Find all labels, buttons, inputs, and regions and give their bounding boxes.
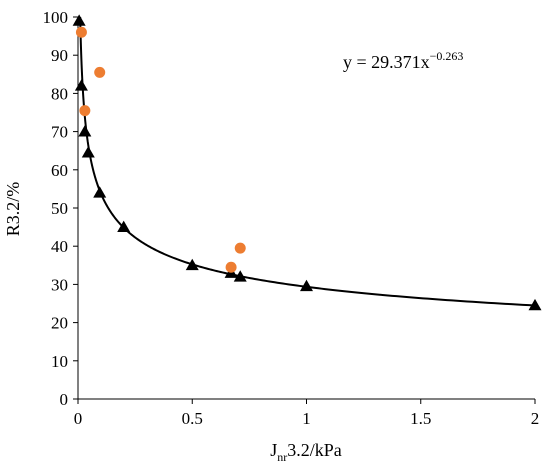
- circle-point: [225, 261, 237, 273]
- fit-equation-base: y = 29.371x: [343, 52, 430, 72]
- circle-point: [79, 105, 91, 117]
- y-tick-label: 80: [51, 84, 68, 103]
- y-tick-label: 20: [51, 314, 68, 333]
- triangle-point: [78, 125, 92, 137]
- triangle-point: [528, 298, 542, 311]
- x-tick-label: 1: [302, 409, 311, 428]
- y-tick-label: 60: [51, 161, 68, 180]
- circle-point: [234, 242, 246, 254]
- y-tick-label: 90: [51, 46, 68, 65]
- triangle-point: [72, 14, 86, 26]
- triangle-point: [300, 279, 313, 292]
- y-tick-label: 70: [51, 123, 68, 142]
- fit-curve: [79, 16, 536, 307]
- circle-point: [75, 26, 87, 38]
- y-tick-label: 0: [60, 390, 69, 409]
- ticks: 0 10 20 30 40 50 60 70 80 90 100 0 0.5 1 1.5 2: [43, 8, 540, 428]
- x-tick-label: 0.5: [182, 409, 203, 428]
- y-tick-label: 50: [51, 199, 68, 218]
- x-axis-label-subscript: nr: [277, 450, 287, 464]
- fit-equation: y = 29.371x−0.263: [343, 49, 463, 72]
- y-axis-label: R3.2/%: [3, 182, 23, 237]
- triangle-point: [117, 220, 131, 232]
- data-points: [72, 14, 542, 311]
- x-axis-label-rest: 3.2/kPa: [287, 440, 342, 460]
- x-tick-label: 1.5: [410, 409, 431, 428]
- x-tick-label: 2: [531, 409, 540, 428]
- fit-curve-group: [79, 16, 536, 307]
- triangle-point: [185, 258, 199, 271]
- y-tick-label: 30: [51, 275, 68, 294]
- y-tick-label: 100: [43, 8, 69, 27]
- triangle-point: [233, 270, 247, 282]
- x-axis-label: Jnr3.2/kPa: [270, 440, 342, 464]
- y-tick-label: 40: [51, 237, 68, 256]
- axes: [77, 17, 535, 400]
- triangle-point: [74, 79, 88, 91]
- triangle-point: [81, 146, 95, 158]
- x-tick-label: 0: [74, 409, 83, 428]
- y-tick-label: 10: [51, 352, 68, 371]
- x-axis-label-main: J: [270, 440, 277, 460]
- triangle-point: [93, 186, 107, 198]
- fit-equation-exponent: −0.263: [430, 49, 464, 63]
- circle-point: [94, 66, 106, 78]
